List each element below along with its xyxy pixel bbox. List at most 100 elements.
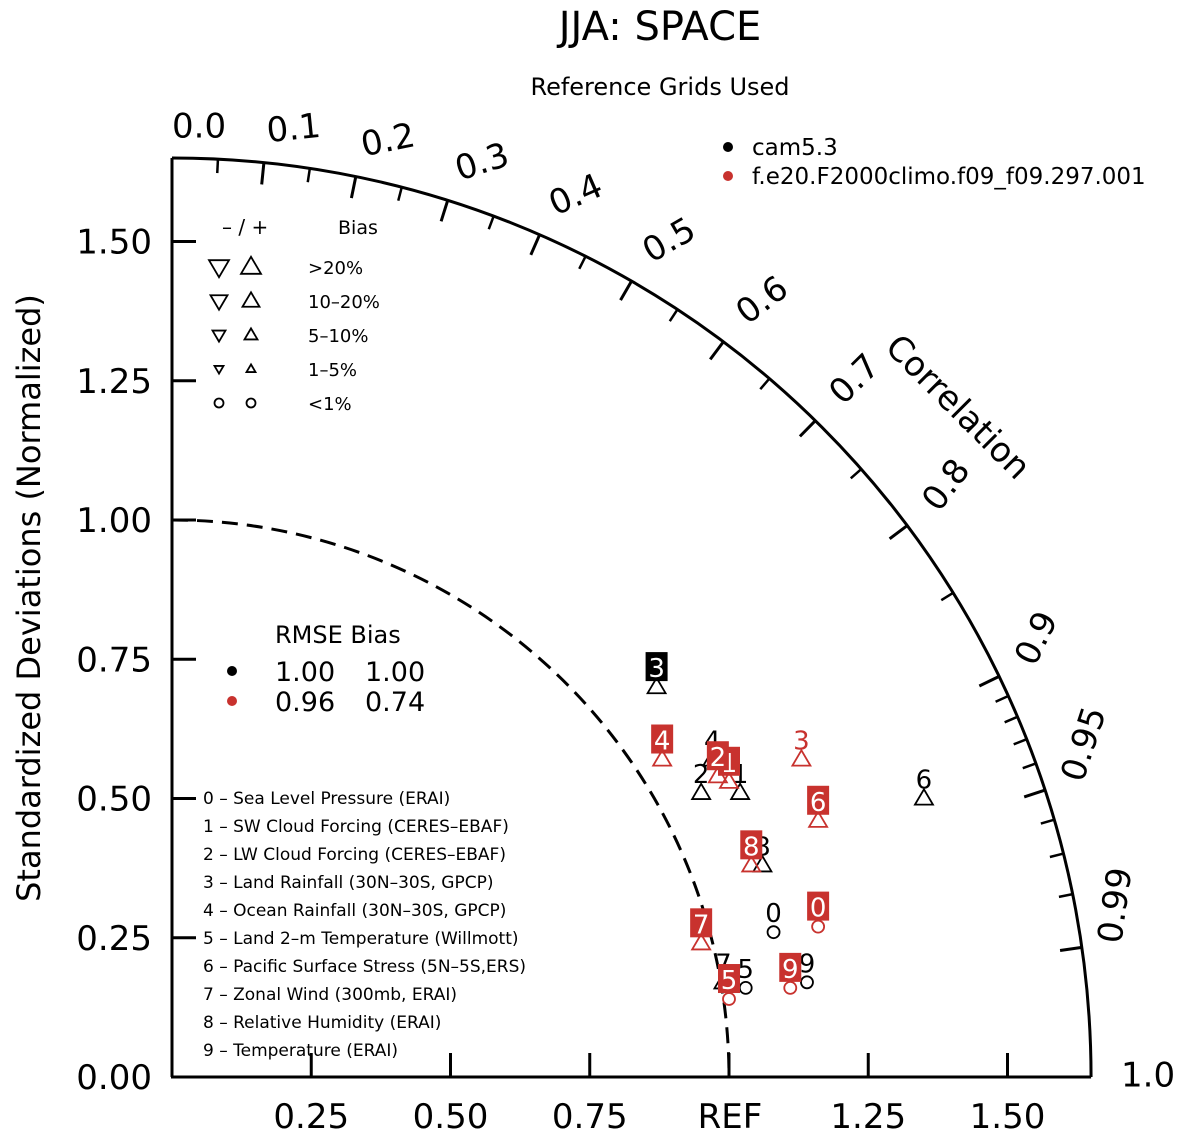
corr-minor-tick-15 [1058,892,1073,899]
corr-label-3: 0.3 [450,135,514,189]
series-1-point-2-label-box [706,741,729,771]
variable-legend-item-5: 5 – Land 2–m Temperature (Willmott) [203,929,519,949]
series-1-point-3-marker [790,748,812,767]
series-1-point-1-marker [718,770,740,789]
corr-minor-tick-12 [1022,762,1037,770]
series-0-point-3-marker [646,676,668,695]
series-1-point-9-label-box [779,952,802,982]
variable-legend-item-9: 9 – Temperature (ERAI) [203,1041,398,1061]
bias-row-4-plus-marker [245,397,257,409]
corr-label-11: 0.99 [1090,865,1140,946]
series-0-point-0-marker [766,925,781,940]
variable-legend-item-6: 6 – Pacific Surface Stress (5N–5S,ERS) [203,957,526,977]
series-1-point-4-marker [651,748,673,767]
bias-row-0-up-marker [239,255,263,275]
corr-label-5: 0.5 [636,209,703,271]
y-axis-ticks: 0.00 0.25 0.50 0.75 1.00 1.25 1.50 [76,223,196,1098]
y-tick-label-3: 0.75 [76,640,152,680]
bias-row-2-label: 5–10% [308,326,368,347]
series-1-point-5-label: 5 [721,966,738,996]
series-1-point-7-marker [690,932,712,951]
variable-legend-item-0: 0 – Sea Level Pressure (ERAI) [203,789,450,809]
variable-legend-item-3: 3 – Land Rainfall (30N–30S, GPCP) [203,873,493,893]
series-1-point-5-label-box [718,964,740,994]
corr-tick-9 [978,675,1000,688]
y-tick-label-2: 0.50 [76,780,152,820]
corr-minor-tick-4 [578,255,587,270]
corr-minor-tick-10 [1004,715,1019,724]
corr-minor-tick-1 [306,168,312,183]
corr-label-4: 0.4 [543,166,609,224]
ref-label: REF [698,1097,763,1135]
series-1-point-2-marker [707,765,729,784]
legend-series-1-marker [723,171,733,181]
bias-row-4-minus-marker [213,397,225,409]
bias-legend: – / + Bias >20% 10–20% 5–10% 1–5% <1% [207,215,380,415]
corr-minor-tick-11 [1013,738,1028,746]
corr-tick-11 [1059,945,1083,952]
rmse-row-1-rmse: 0.96 [275,687,335,718]
bias-row-2-up-marker [242,326,260,341]
bias-legend-title: Bias [338,217,378,239]
rmse-row-0-marker [227,666,237,676]
corr-label-6: 0.6 [729,268,796,332]
corr-tick-8 [888,524,909,540]
outer-correlation-arc [171,156,1093,1078]
corr-minor-tick-6 [759,377,771,391]
y-tick-label-6: 1.50 [76,223,152,263]
series-0-point-6-label: 6 [916,766,933,796]
corr-minor-tick-5 [668,308,679,322]
corr-tick-10 [1023,788,1046,799]
bias-row-3-up-marker [244,362,258,373]
series-1-point-7-label-box [690,908,713,938]
bias-row-1-up-marker [240,290,262,308]
series-1-point-8-marker [740,854,762,873]
series-0-point-2-marker [690,781,712,800]
axes [170,156,1093,1079]
variable-legend-item-2: 2 – LW Cloud Forcing (CERES–EBAF) [203,845,506,865]
x-tick-label-2: 0.75 [552,1097,628,1135]
x-tick-label-3: 1.25 [830,1097,906,1135]
series-0-point-3-label: 3 [648,654,665,684]
series-0-point-5-label: 5 [737,955,754,985]
legend-series-1-label: f.e20.F2000climo.f09_f09.297.001 [752,164,1146,190]
x-tick-label-0: 0.25 [273,1097,349,1135]
corr-label-12: 1.0 [1121,1056,1175,1096]
bias-row-3-label: 1–5% [308,360,357,381]
variable-legend-item-1: 1 – SW Cloud Forcing (CERES–EBAF) [203,817,509,837]
corr-label-7: 0.7 [821,346,888,412]
series-1-point-4-label-box [651,724,674,754]
y-tick-label-5: 1.25 [76,362,152,402]
series-1-point-4-label: 4 [654,727,671,757]
chart-title: JJA: SPACE [556,4,762,50]
series-1-point-8-label: 8 [743,832,760,862]
corr-tick-5 [619,280,633,301]
series-1-point-0-label-box [807,891,830,921]
series-1-point-6-label-box [807,785,830,815]
variable-legend-item-8: 8 – Relative Humidity (ERAI) [203,1013,441,1033]
series-legend: cam5.3 f.e20.F2000climo.f09_f09.297.001 [723,135,1146,190]
rmse-row-1-marker [227,696,237,706]
series-1-point-9-label: 9 [782,955,799,985]
x-axis-ticks: 0.25 0.50 0.75 1.25 1.50 [273,1053,1045,1135]
bias-row-4-label: <1% [308,394,352,415]
y-tick-label-4: 1.00 [76,501,152,541]
legend-series-0-marker [723,142,733,152]
corr-minor-tick-3 [487,215,495,230]
series-0-point-1-marker [729,781,751,800]
legend-series-0-label: cam5.3 [752,135,838,161]
corr-minor-tick-8 [940,591,954,602]
chart-subtitle: Reference Grids Used [530,73,789,101]
series-1-point-6-marker [807,809,829,828]
bias-row-2-down-marker [210,329,228,344]
series-1-point-7-label: 7 [693,910,710,940]
x-tick-label-4: 1.50 [970,1097,1046,1135]
corr-tick-6 [709,340,725,361]
corr-label-9: 0.9 [1007,605,1067,671]
corr-label-10: 0.95 [1053,702,1115,786]
bias-row-1-down-marker [208,294,230,312]
variable-legend-item-4: 4 – Ocean Rainfall (30N–30S, GPCP) [203,901,506,921]
corr-tick-4 [529,234,541,256]
bias-legend-signs: – / + [222,215,268,239]
